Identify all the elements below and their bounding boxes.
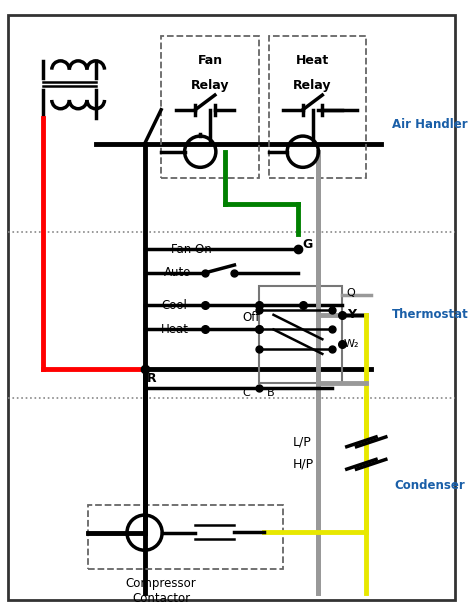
Text: Air Handler: Air Handler bbox=[392, 118, 467, 131]
Text: L/P: L/P bbox=[293, 435, 312, 448]
Text: Condenser: Condenser bbox=[394, 479, 465, 492]
Text: B: B bbox=[267, 388, 274, 398]
Text: Fan On: Fan On bbox=[171, 243, 212, 256]
Bar bbox=[161, 36, 259, 178]
Text: C: C bbox=[242, 388, 250, 398]
Text: Q: Q bbox=[347, 288, 356, 298]
Text: Relay: Relay bbox=[191, 79, 229, 92]
Bar bbox=[269, 36, 366, 178]
Text: Contactor: Contactor bbox=[132, 592, 190, 605]
Text: R: R bbox=[146, 372, 156, 385]
Text: Heat: Heat bbox=[161, 323, 189, 336]
Text: Thermostat: Thermostat bbox=[392, 308, 468, 321]
Text: W₂: W₂ bbox=[344, 339, 359, 349]
Text: G: G bbox=[303, 238, 313, 251]
Text: Y: Y bbox=[347, 308, 356, 321]
Text: Auto: Auto bbox=[164, 266, 191, 279]
Text: Fan: Fan bbox=[198, 54, 223, 68]
Text: H/P: H/P bbox=[293, 458, 314, 470]
Text: Compressor: Compressor bbox=[126, 577, 197, 590]
Bar bbox=[88, 506, 283, 569]
Text: Heat: Heat bbox=[296, 54, 329, 68]
Text: Relay: Relay bbox=[293, 79, 332, 92]
Text: Off: Off bbox=[242, 311, 260, 324]
Bar bbox=[259, 285, 342, 383]
Text: Cool: Cool bbox=[161, 298, 187, 312]
